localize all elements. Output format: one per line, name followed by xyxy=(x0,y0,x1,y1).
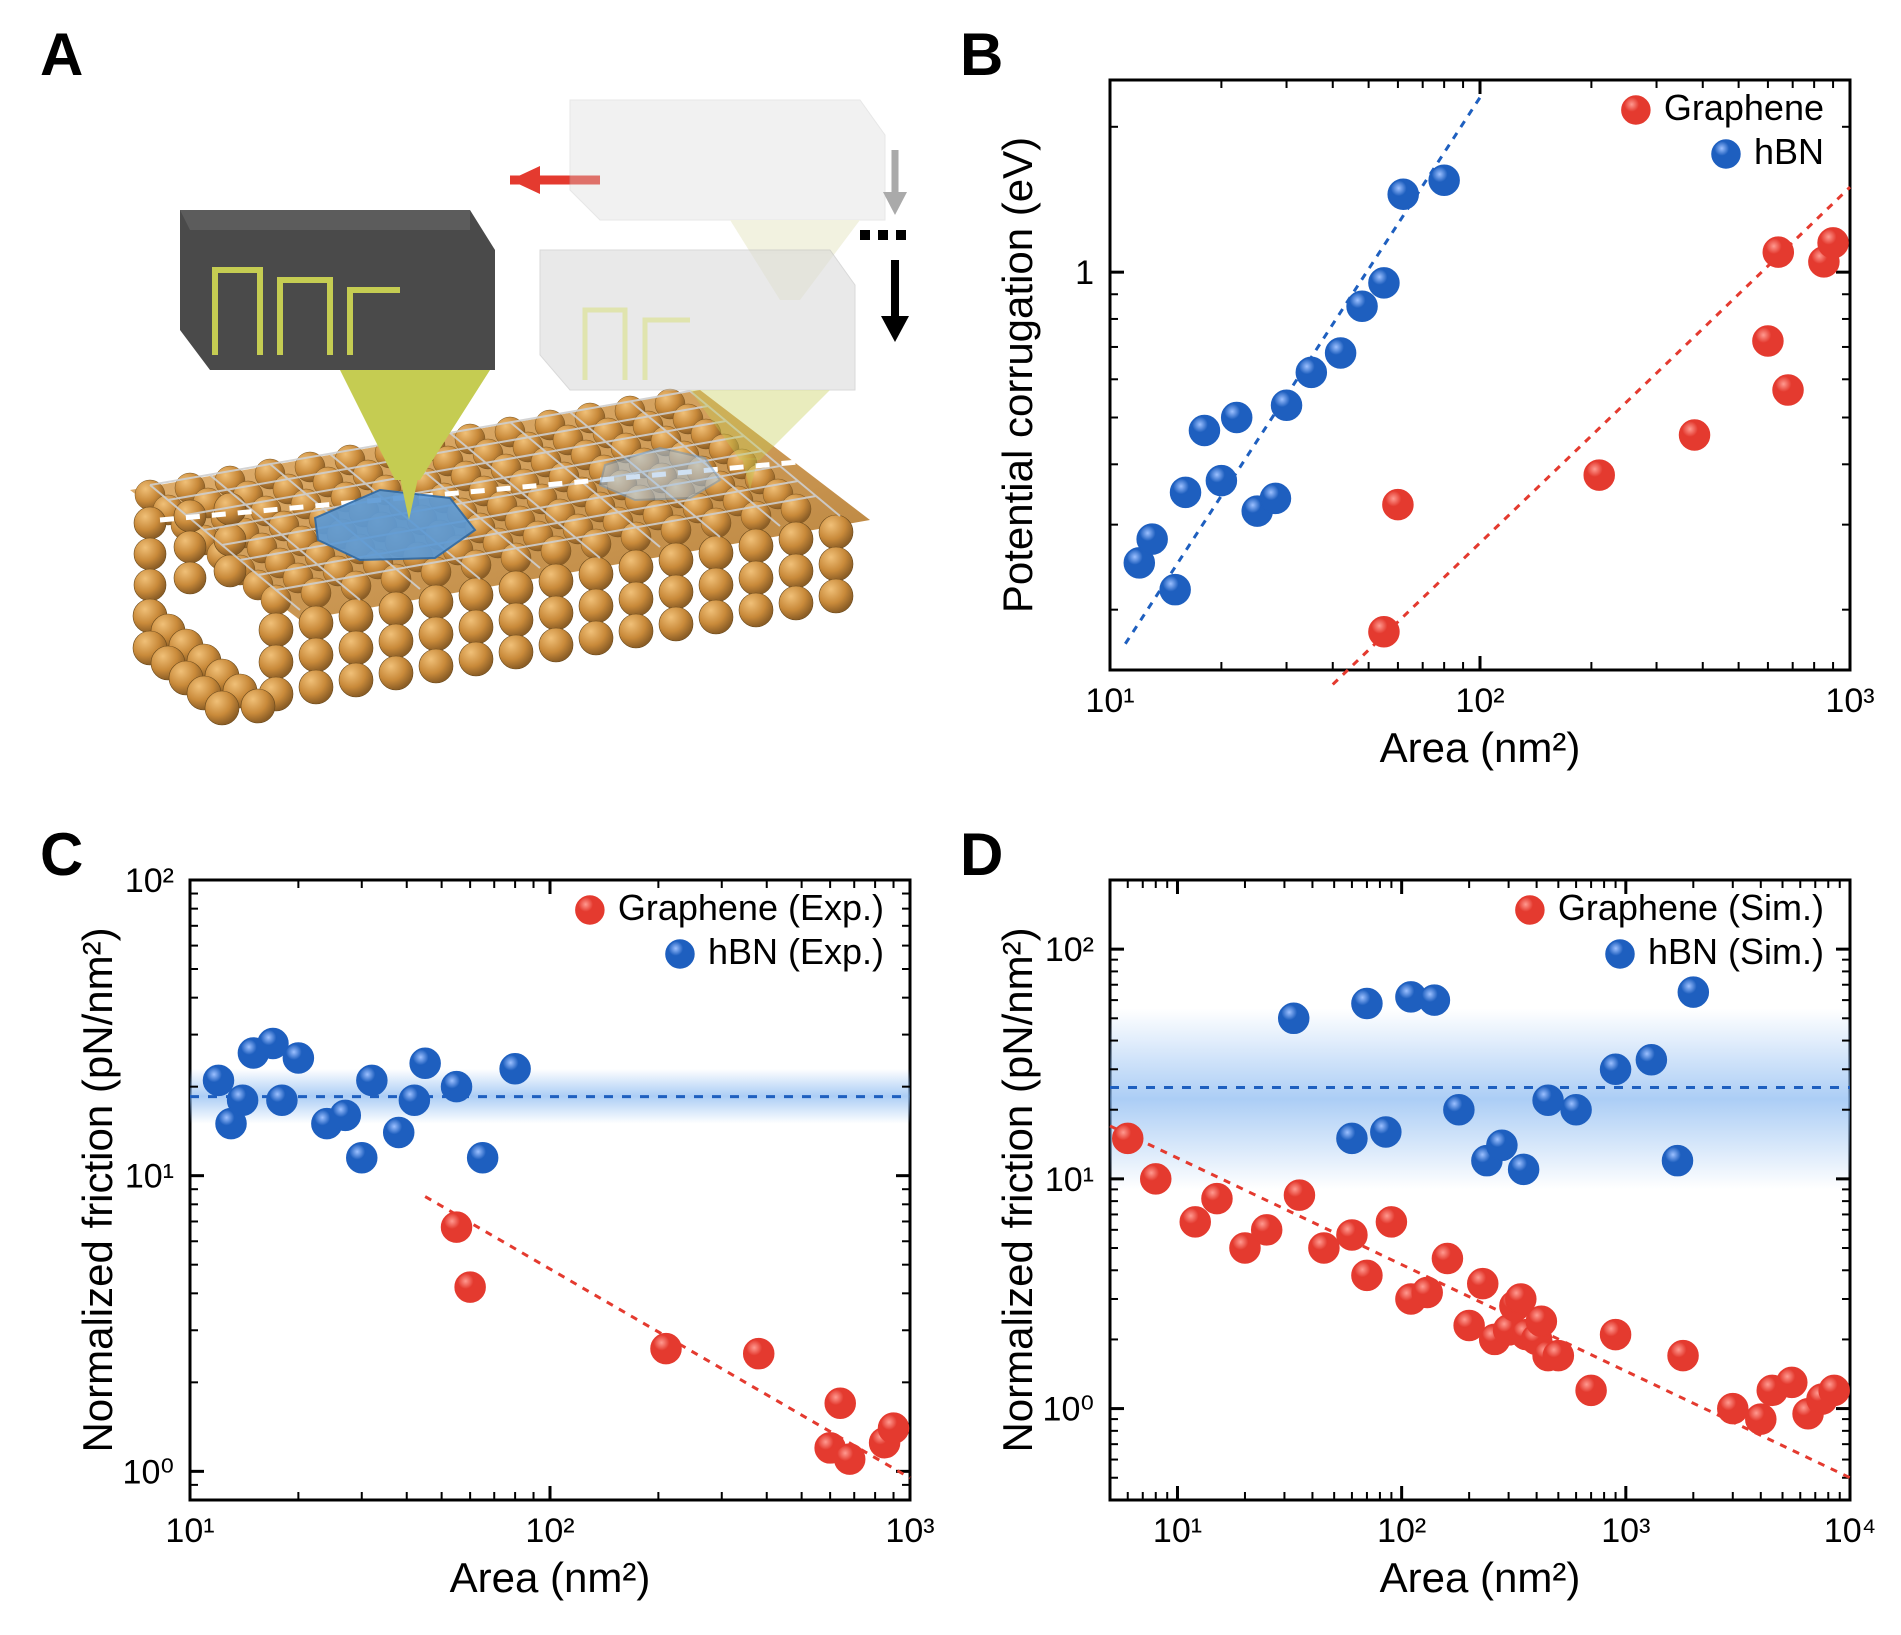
panel-d: D 10¹ 10² 10³ 10⁴ 10⁰ 10¹ 10² Area (nm²) Normali… xyxy=(960,820,1880,1610)
svg-text:10²: 10² xyxy=(1377,1512,1426,1550)
figure-grid: A xyxy=(0,0,1901,1635)
svg-text:Area (nm²): Area (nm²) xyxy=(450,1554,651,1601)
svg-text:Graphene (Exp.): Graphene (Exp.) xyxy=(618,887,884,928)
panel-label-a: A xyxy=(40,20,83,89)
chart-d: 10¹ 10² 10³ 10⁴ 10⁰ 10¹ 10² Area (nm²) Normalize… xyxy=(960,820,1880,1610)
svg-text:hBN (Exp.): hBN (Exp.) xyxy=(708,931,884,972)
svg-text:10²: 10² xyxy=(1455,682,1504,720)
down-arrow-grey xyxy=(883,150,907,215)
svg-text:Area (nm²): Area (nm²) xyxy=(1380,1554,1581,1601)
svg-text:Potential corrugation (eV): Potential corrugation (eV) xyxy=(994,137,1041,613)
svg-text:10¹: 10¹ xyxy=(165,1512,214,1550)
svg-text:10²: 10² xyxy=(525,1512,574,1550)
svg-text:10⁴: 10⁴ xyxy=(1824,1512,1876,1550)
svg-text:Normalized friction (pN/nm²): Normalized friction (pN/nm²) xyxy=(74,927,121,1452)
svg-text:10⁰: 10⁰ xyxy=(1043,1391,1094,1429)
svg-text:10³: 10³ xyxy=(1825,682,1874,720)
panel-a: A xyxy=(40,20,940,780)
svg-text:10³: 10³ xyxy=(1601,1512,1650,1550)
svg-text:hBN (Sim.): hBN (Sim.) xyxy=(1648,931,1824,972)
svg-text:10¹: 10¹ xyxy=(1045,1161,1094,1199)
chart-b: 10¹ 10² 10³ 1 Area (nm²) Potential corrugatio… xyxy=(960,20,1880,780)
panel-label-c: C xyxy=(40,820,83,889)
down-arrow-black xyxy=(881,260,909,342)
svg-text:10³: 10³ xyxy=(885,1512,934,1550)
svg-text:Normalized friction (pN/nm²): Normalized friction (pN/nm²) xyxy=(994,927,1041,1452)
chart-c: 10¹ 10² 10³ 10⁰ 10¹ 10² Area (nm²) Normalized f… xyxy=(40,820,940,1610)
panel-b: B 10¹ 10² 10³ 1 Area (nm²) Potential corrugat… xyxy=(960,20,1880,780)
svg-text:Graphene: Graphene xyxy=(1664,87,1824,128)
svg-text:Graphene (Sim.): Graphene (Sim.) xyxy=(1558,887,1824,928)
panel-label-b: B xyxy=(960,20,1003,89)
svg-text:1: 1 xyxy=(1075,254,1094,292)
svg-text:hBN: hBN xyxy=(1754,131,1824,172)
panel-a-schematic xyxy=(40,20,940,780)
dots xyxy=(860,230,906,240)
svg-text:10²: 10² xyxy=(1045,931,1094,969)
svg-text:10¹: 10¹ xyxy=(1153,1512,1202,1550)
svg-text:Area (nm²): Area (nm²) xyxy=(1380,724,1581,771)
panel-label-d: D xyxy=(960,820,1003,889)
svg-text:10¹: 10¹ xyxy=(1085,682,1134,720)
svg-text:10²: 10² xyxy=(125,862,174,900)
svg-text:10¹: 10¹ xyxy=(125,1158,174,1196)
svg-text:10⁰: 10⁰ xyxy=(123,1453,174,1491)
panel-c: C 10¹ 10² 10³ 10⁰ 10¹ 10² Area (nm²) Normalized… xyxy=(40,820,940,1610)
